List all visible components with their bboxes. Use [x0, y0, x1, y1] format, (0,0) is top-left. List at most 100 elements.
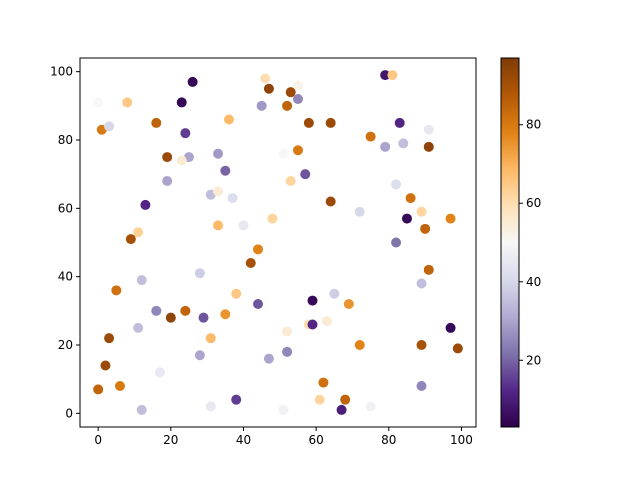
scatter-point [445, 322, 456, 333]
scatter-point [423, 124, 434, 135]
scatter-point [263, 353, 274, 364]
scatter-point [307, 295, 318, 306]
x-tick-label: 60 [309, 433, 324, 447]
scatter-point [282, 346, 293, 357]
scatter-point [292, 145, 303, 156]
scatter-point [238, 220, 249, 231]
scatter-point [416, 340, 427, 350]
scatter-point [260, 73, 271, 84]
scatter-point [165, 312, 176, 323]
colorbar [500, 57, 520, 428]
scatter-point [322, 316, 333, 327]
scatter-point [151, 117, 162, 128]
colorbar-tick-label: 40 [526, 275, 541, 289]
x-axis: 0 20 40 60 80 100 [94, 427, 473, 447]
scatter-point [420, 223, 431, 234]
scatter-point [391, 237, 402, 248]
y-axis: 0 20 40 60 80 100 [50, 65, 80, 420]
scatter-point [162, 176, 173, 186]
scatter-point [292, 80, 303, 91]
scatter-point [365, 401, 376, 412]
scatter-point [220, 165, 231, 176]
scatter-point [122, 97, 133, 108]
colorbar-tick-label: 20 [526, 353, 541, 367]
scatter-point [176, 97, 187, 108]
scatter-point [329, 288, 340, 299]
scatter-point [136, 404, 147, 415]
scatter-point [340, 394, 351, 405]
scatter-point [278, 404, 289, 415]
x-tick-label: 100 [450, 433, 473, 447]
plot-area-frame [79, 57, 477, 428]
scatter-point [114, 381, 125, 391]
scatter-point [100, 360, 111, 371]
scatter-point [282, 326, 293, 337]
scatter-point [394, 117, 405, 128]
scatter-point [343, 299, 354, 309]
scatter-point [380, 141, 391, 152]
scatter-point [198, 312, 209, 323]
scatter-point [194, 268, 205, 279]
scatter-point [445, 213, 456, 224]
scatter-point [176, 155, 187, 166]
y-tick-label: 0 [65, 406, 73, 420]
scatter-point [93, 384, 104, 395]
scatter-point [253, 244, 264, 255]
scatter-point [133, 227, 144, 238]
scatter-point [223, 114, 234, 125]
scatter-point [416, 278, 427, 289]
scatter-point [180, 128, 191, 139]
scatter-point [151, 305, 162, 316]
scatter-point [162, 152, 173, 163]
scatter-points [93, 70, 463, 415]
scatter-point [307, 319, 318, 330]
y-tick-label: 40 [58, 270, 73, 284]
colorbar-axis: 20 40 60 80 [519, 118, 541, 367]
scatter-point [300, 169, 311, 180]
scatter-point [354, 340, 365, 350]
scatter-point [205, 401, 216, 412]
scatter-point [93, 97, 104, 108]
colorbar-tick-label: 80 [526, 118, 541, 132]
y-tick-label: 100 [50, 65, 73, 79]
scatter-point [111, 285, 122, 296]
y-tick-label: 80 [58, 133, 73, 147]
scatter-point [314, 394, 325, 405]
scatter-point [398, 138, 409, 149]
scatter-point [231, 394, 242, 405]
scatter-point [140, 199, 151, 210]
scatter-point [303, 117, 314, 128]
scatter-point [325, 117, 336, 128]
scatter-point [213, 220, 224, 231]
scatter-point [282, 100, 293, 111]
y-tick-label: 60 [58, 201, 73, 215]
scatter-point [205, 333, 216, 344]
scatter-point [194, 350, 205, 361]
scatter-point [256, 100, 267, 111]
scatter-point [318, 377, 329, 388]
scatter-point [387, 70, 398, 81]
scatter-point [354, 206, 365, 217]
scatter-point [365, 131, 376, 142]
scatter-point [452, 343, 463, 354]
colorbar-tick-label: 60 [526, 196, 541, 210]
scatter-point [267, 213, 278, 224]
scatter-point [278, 148, 289, 159]
scatter-point [187, 76, 198, 87]
scatter-point [136, 275, 147, 286]
scatter-point [380, 70, 391, 81]
scatter-point [133, 322, 144, 333]
scatter-point [391, 179, 402, 190]
scatter-point [405, 193, 416, 204]
scatter-point [325, 196, 336, 207]
scatter-point [213, 148, 224, 159]
scatter-point [401, 213, 412, 224]
scatter-point [231, 288, 242, 299]
scatter-point [245, 258, 256, 268]
scatter-point [227, 193, 238, 204]
scatter-point [416, 206, 427, 217]
x-tick-label: 40 [236, 433, 251, 447]
scatter-point [125, 234, 136, 245]
scatter-point [336, 404, 347, 415]
